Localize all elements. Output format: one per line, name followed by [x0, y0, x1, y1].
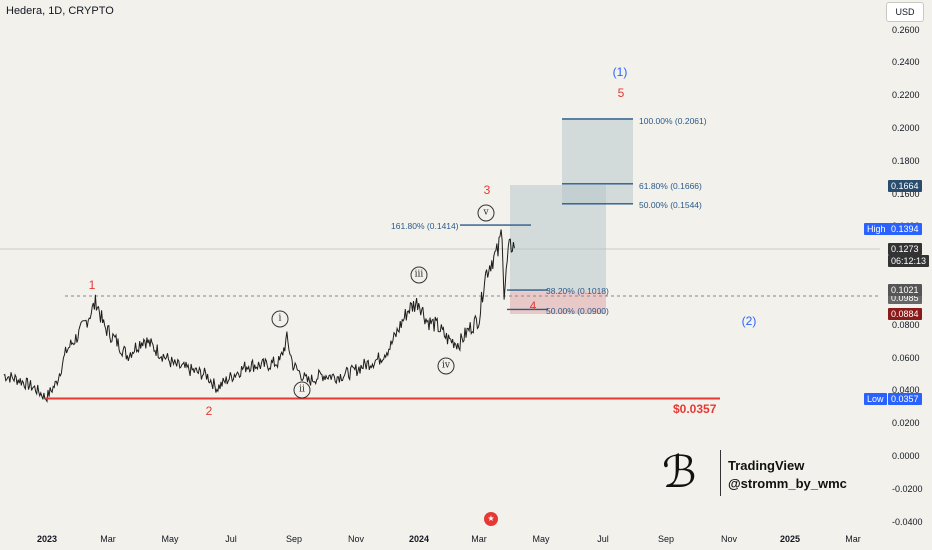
wave-label-minor-v: v: [477, 204, 495, 222]
fib-label-38: 38.20% (0.1018): [546, 286, 609, 296]
x-tick-label: Sep: [285, 534, 303, 544]
fib-label-100: 100.00% (0.2061): [639, 116, 707, 126]
wave-label-5: 5: [617, 86, 625, 100]
y-tick-label: 0.1800: [892, 155, 920, 166]
wave-label-minor-iii: iii: [410, 266, 428, 284]
x-tick-label: Mar: [100, 534, 116, 544]
y-tick-label: -0.0400: [892, 516, 923, 527]
high-label-badge: High: [864, 223, 889, 235]
y-tick-label: -0.0200: [892, 483, 923, 494]
x-tick-label: May: [161, 534, 179, 544]
current-price-badge: 0.1273: [888, 243, 922, 255]
fib-level-lines: [460, 118, 633, 311]
y-tick-label: 0.1600: [892, 188, 920, 199]
low-label-badge: Low: [864, 393, 887, 405]
projection-box-lower: [510, 185, 606, 292]
x-tick-label: 2025: [779, 534, 801, 544]
low-value-badge: 0.0357: [888, 393, 922, 405]
chart-title: Hedera, 1D, CRYPTO: [6, 5, 114, 17]
y-tick-label: 0.2000: [892, 123, 920, 133]
x-tick-label: Jul: [597, 534, 609, 544]
wave-label-2: 2: [205, 404, 213, 418]
x-tick-label: Jul: [225, 534, 237, 544]
wave-label-minor-ii: ii: [293, 381, 311, 399]
wave-label-1: 1: [88, 278, 96, 292]
support-price-label: $0.0357: [673, 402, 717, 416]
badge-fib-1664: 0.1664: [888, 180, 922, 192]
correction-level-badge: 0.0884: [888, 308, 922, 320]
x-tick-label: 2024: [408, 534, 430, 544]
brand-watermark: ℬ TradingView @stromm_by_wmc: [662, 446, 862, 502]
x-tick-label: Nov: [347, 534, 365, 544]
x-tick-label: Mar: [471, 534, 487, 544]
x-tick-label: Nov: [720, 534, 738, 544]
fib-label-50a: 50.00% (0.0900): [546, 306, 609, 316]
x-tick-label: 2023: [36, 534, 58, 544]
correction-box: [510, 292, 606, 314]
y-tick-label: 0.0200: [892, 418, 920, 429]
currency-button[interactable]: USD: [886, 2, 924, 22]
wave-label-primary-2: (2): [741, 314, 757, 328]
y-tick-label: 0.0600: [892, 352, 920, 363]
fib-label-61: 61.80% (0.1666): [639, 181, 702, 191]
wave-label-primary-1: (1): [612, 65, 628, 79]
fib-label-161: 161.80% (0.1414): [391, 221, 459, 231]
us-flag-event-icon[interactable]: ★: [484, 512, 498, 526]
y-tick-label: 0.2400: [892, 57, 920, 68]
wave-label-4: 4: [529, 299, 537, 313]
wave-label-minor-iv: iv: [437, 357, 455, 375]
y-tick-label: 0.2600: [892, 24, 920, 35]
wave-label-3: 3: [483, 183, 491, 197]
x-tick-label: Mar: [845, 534, 861, 544]
dashed-level-badge: 0.1021: [888, 284, 922, 296]
y-tick-label: 0.0000: [892, 451, 920, 461]
y-tick-label: 0.2200: [892, 90, 920, 101]
x-tick-label: May: [532, 534, 550, 544]
brand-name: TradingView: [728, 458, 805, 473]
brand-divider: [720, 450, 721, 496]
y-tick-label: 0.0400: [892, 385, 920, 396]
wave-label-minor-i: i: [271, 310, 289, 328]
fib-label-50b: 50.00% (0.1544): [639, 200, 702, 210]
countdown-badge: 06:12:13: [888, 255, 930, 267]
y-tick-label: 0.0800: [892, 319, 920, 330]
high-value-badge: 0.1394: [888, 223, 922, 235]
brand-handle: @stromm_by_wmc: [728, 476, 847, 491]
price-line: [3, 229, 515, 404]
x-tick-label: Sep: [657, 534, 675, 544]
sb-monogram-icon: ℬ: [662, 447, 697, 498]
